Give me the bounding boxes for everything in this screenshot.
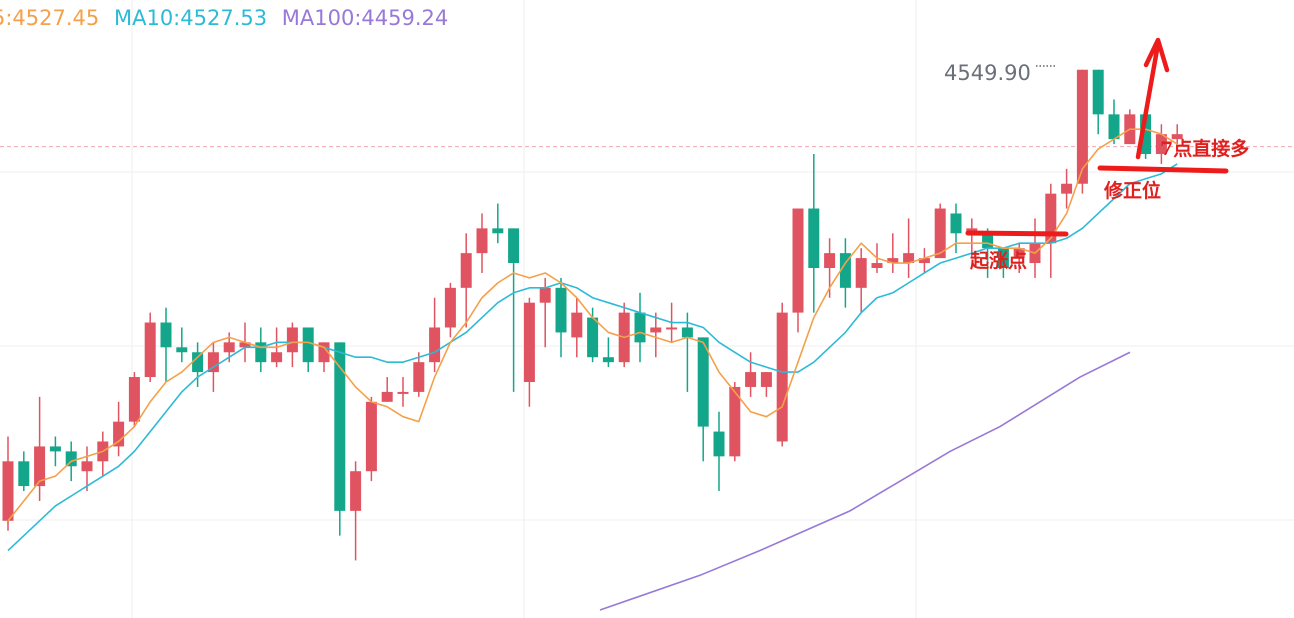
- candle-body: [1140, 114, 1152, 154]
- candle-body: [255, 342, 267, 363]
- candle-body: [2, 461, 14, 521]
- candle-body: [523, 302, 535, 382]
- candle-body: [555, 287, 567, 333]
- candle-body: [460, 253, 472, 288]
- candle-body: [113, 421, 125, 447]
- candle-body: [1108, 114, 1120, 140]
- moving-averages: [7, 128, 1178, 611]
- high-price-label: 4549.90: [944, 61, 1031, 85]
- candle-body: [176, 347, 188, 353]
- candle-body: [271, 352, 283, 363]
- candle-body: [429, 327, 441, 363]
- candle-body: [34, 446, 46, 487]
- candle-body: [602, 357, 614, 363]
- candle-body: [223, 342, 235, 353]
- correction-label: 修正位: [1104, 180, 1162, 202]
- candle-body: [1092, 69, 1104, 115]
- candle-body: [745, 372, 757, 387]
- call-label: 7点直接多: [1160, 138, 1250, 160]
- candle-body: [950, 213, 962, 234]
- arrow-head: [1143, 37, 1170, 73]
- start-point-label: 起涨点: [970, 250, 1028, 272]
- candle-body: [982, 233, 994, 249]
- candle-body: [934, 208, 946, 259]
- candle-body: [81, 461, 93, 472]
- candle-body: [413, 362, 425, 392]
- candle-body: [1061, 183, 1073, 194]
- candle-body: [397, 391, 409, 394]
- candle-body: [760, 372, 772, 387]
- candle-body: [1155, 134, 1167, 154]
- candles: [2, 69, 1183, 561]
- arrow-shaft: [1135, 41, 1161, 160]
- candle-body: [302, 327, 314, 363]
- candle-body: [792, 208, 804, 313]
- candle-body: [808, 208, 820, 268]
- ma5-line: [7, 128, 1178, 522]
- candle-body: [918, 258, 930, 264]
- candle-body: [128, 377, 140, 422]
- candle-body: [887, 258, 899, 264]
- start-point-mark: [965, 230, 1069, 237]
- candle-body: [492, 228, 504, 234]
- candle-body: [192, 352, 204, 373]
- candle-body: [713, 431, 725, 457]
- candle-body: [1076, 69, 1088, 184]
- candle-body: [681, 327, 693, 338]
- correction-mark: [1097, 165, 1229, 174]
- candle-body: [666, 327, 678, 330]
- candle-body: [381, 391, 393, 402]
- candle-body: [650, 327, 662, 333]
- candle-body: [334, 342, 346, 511]
- candle-body: [318, 342, 330, 363]
- candle-body: [49, 446, 61, 452]
- candle-body: [571, 312, 583, 338]
- ma10-value: MA10:4527.53: [113, 6, 268, 30]
- candle-body: [997, 248, 1009, 268]
- candle-body: [824, 253, 836, 268]
- ma-legend: 5:4527.45 MA10:4527.53 MA100:4459.24: [0, 6, 456, 30]
- candle-body: [1171, 134, 1183, 140]
- ma100-value: MA100:4459.24: [281, 6, 449, 30]
- candle-body: [476, 228, 488, 254]
- candle-body: [729, 386, 741, 457]
- candle-body: [350, 471, 362, 511]
- candle-body: [1013, 248, 1025, 259]
- candle-body: [855, 258, 867, 288]
- candle-body: [65, 451, 77, 467]
- ma100-line: [599, 351, 1131, 611]
- candle-body: [160, 322, 172, 348]
- candle-body: [634, 312, 646, 343]
- candle-body: [871, 263, 883, 268]
- candle-body: [444, 287, 456, 328]
- candle-body: [207, 352, 219, 373]
- candle-body: [508, 228, 520, 264]
- candle-body: [365, 401, 377, 472]
- candle-body: [839, 253, 851, 288]
- annotations: [965, 37, 1229, 237]
- candle-body: [286, 327, 298, 353]
- candle-body: [144, 322, 156, 378]
- candle-body: [239, 342, 251, 348]
- candle-body: [539, 287, 551, 303]
- candle-body: [697, 337, 709, 427]
- candle-body: [1045, 193, 1057, 244]
- candle-body: [776, 312, 788, 442]
- candle-body: [587, 317, 599, 358]
- ma10-line: [7, 163, 1178, 552]
- ma5-value: 5:4527.45: [0, 6, 100, 30]
- candle-body: [18, 461, 30, 487]
- candle-body: [903, 253, 915, 264]
